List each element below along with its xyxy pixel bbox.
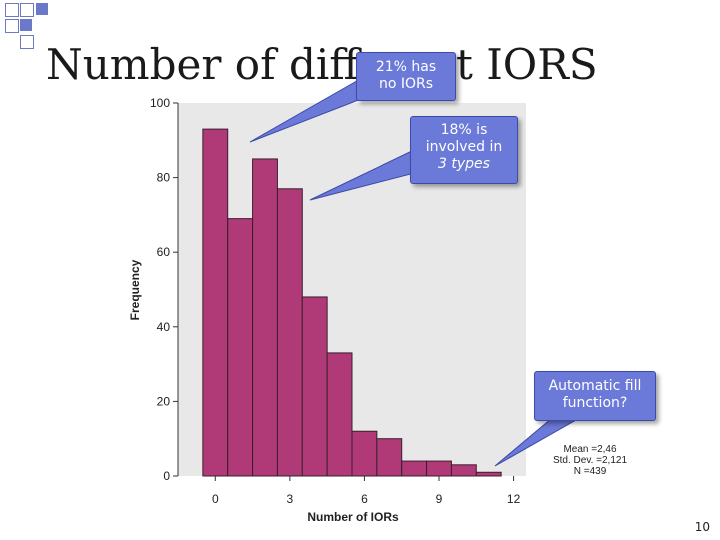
bars-group	[202, 128, 502, 477]
y-tick-label: 20	[157, 394, 171, 408]
decorative-square	[36, 3, 48, 15]
callout-no-iors: 21% has no IORs	[356, 52, 456, 101]
histogram-bar	[252, 158, 278, 477]
callout-line: 21% has	[375, 59, 437, 75]
histogram-bar	[276, 188, 303, 477]
callout-line: involved in	[425, 139, 503, 155]
y-tick-label: 80	[157, 171, 171, 185]
x-tick-label: 3	[287, 492, 294, 506]
callout-line: Automatic fill	[548, 378, 642, 394]
x-tick-label: 6	[361, 492, 368, 506]
x-axis-title: Number of IORs	[307, 510, 399, 524]
stats-line: N =439	[574, 466, 607, 477]
x-tick-label: 9	[436, 492, 443, 506]
histogram-bar	[450, 464, 477, 477]
histogram-bar	[202, 128, 229, 477]
y-tick-label: 100	[150, 96, 170, 110]
y-tick-label: 40	[157, 320, 171, 334]
callout-line: no IORs	[378, 76, 434, 92]
decorative-square	[5, 3, 19, 17]
callout-line: 18% is	[440, 122, 488, 138]
callout-line: 3 types	[438, 156, 490, 172]
callout-line: function?	[562, 395, 628, 411]
decorative-square	[20, 35, 34, 49]
histogram-bar	[376, 438, 403, 477]
histogram-bar	[301, 296, 328, 477]
histogram-bar	[401, 460, 428, 477]
y-tick-label: 0	[163, 469, 170, 483]
histogram-bar	[326, 352, 353, 477]
slide-title: Number of different IORS	[46, 40, 598, 89]
y-axis-title: Frequency	[128, 259, 142, 320]
axes-group: 0 20 40 60 80 100 0 3 6 9 12 Number of IORs Frequenc…	[128, 96, 521, 524]
histogram-bar	[475, 471, 502, 477]
y-tick-label: 60	[157, 245, 171, 259]
histogram-bar	[227, 218, 254, 477]
stats-line: Mean =2,46	[563, 444, 617, 455]
stats-line: Std. Dev. =2,121	[553, 455, 627, 466]
x-tick-label: 12	[507, 492, 521, 506]
page-number: 10	[694, 520, 710, 534]
histogram-bar	[426, 460, 452, 477]
callout-three-types: 18% is involved in 3 types	[410, 116, 518, 184]
callout-autofill: Automatic fill function?	[534, 371, 656, 421]
decorative-square	[5, 19, 19, 33]
histogram-bar	[351, 430, 378, 477]
x-tick-label: 0	[212, 492, 219, 506]
decorative-square	[20, 3, 34, 17]
decorative-square	[20, 19, 32, 31]
